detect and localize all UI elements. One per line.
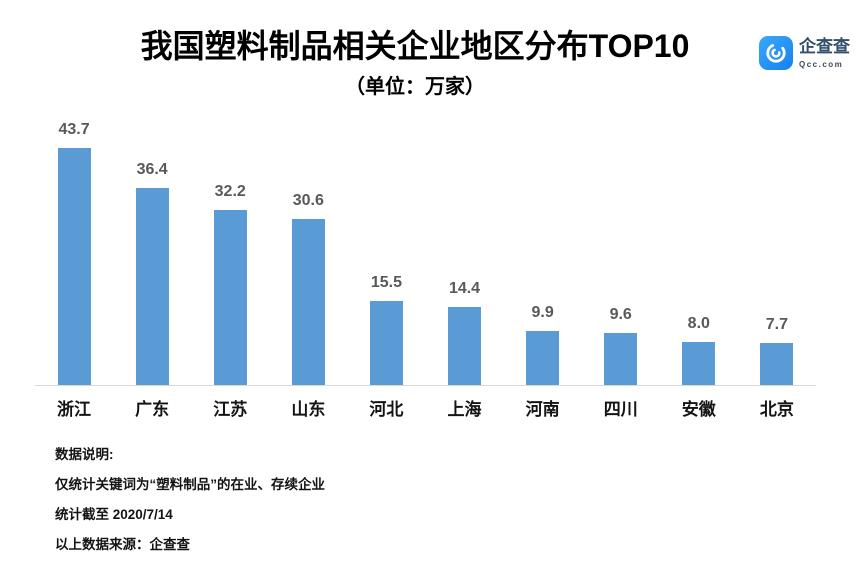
bar-slot: 32.2	[191, 184, 269, 385]
chart-header: 我国塑料制品相关企业地区分布TOP10 （单位：万家）	[0, 28, 830, 99]
category-label: 河南	[525, 400, 560, 419]
category-label: 四川	[603, 400, 638, 419]
category-label: 北京	[759, 400, 794, 419]
bar-slot: 8.0	[660, 316, 738, 385]
bar-value-label: 8.0	[687, 315, 710, 332]
category-label: 安徽	[681, 400, 716, 419]
category-label: 江苏	[213, 400, 248, 419]
bar-slot: 30.6	[269, 193, 347, 385]
bar-value-label: 30.6	[292, 192, 324, 209]
bar	[213, 210, 247, 385]
bar-value-label: 9.9	[531, 304, 554, 321]
category-label: 广东	[135, 400, 170, 419]
footnote-line: 数据说明:	[55, 447, 114, 462]
category-label: 上海	[447, 400, 482, 419]
bars-container: 43.7 36.4 32.2 30.6 15.5 14.4 9.9 9.6 8.0 7.7	[35, 120, 816, 386]
bar	[604, 333, 638, 385]
bar-slot: 36.4	[113, 162, 191, 385]
qcc-swirl-icon	[759, 36, 793, 70]
qcc-logo: 企查查 Qcc.com	[759, 36, 850, 70]
bar-slot: 43.7	[35, 122, 113, 385]
bar-chart-plot: 43.7 36.4 32.2 30.6 15.5 14.4 9.9 9.6 8.0 7.7 浙江 广…	[35, 120, 816, 420]
bar-slot: 14.4	[425, 281, 503, 385]
chart-title: 我国塑料制品相关企业地区分布TOP10	[140, 28, 690, 64]
bar-slot: 15.5	[347, 275, 425, 385]
footnote-line: 仅统计关键词为“塑料制品”的在业、存续企业	[55, 477, 325, 492]
category-label: 山东	[291, 400, 326, 419]
logo-text: 企查查 Qcc.com	[799, 36, 850, 69]
bar-slot: 9.6	[582, 307, 660, 385]
footnotes: 数据说明: 仅统计关键词为“塑料制品”的在业、存续企业 统计截至 2020/7/14…	[55, 440, 325, 560]
bar-value-label: 7.7	[765, 316, 789, 333]
logo-brand-name: 企查查	[799, 37, 850, 56]
bar-value-label: 43.7	[58, 121, 90, 138]
bar	[57, 148, 91, 385]
category-labels-row: 浙江 广东 江苏 山东 河北 上海 河南 四川 安徽 北京	[35, 395, 816, 420]
bar-slot: 7.7	[738, 317, 816, 385]
logo-domain: Qcc.com	[799, 59, 844, 69]
bar	[291, 219, 325, 385]
bar-value-label: 15.5	[370, 274, 402, 291]
category-label: 浙江	[57, 400, 92, 419]
bar	[135, 188, 169, 385]
bar-value-label: 9.6	[609, 306, 632, 323]
bar	[760, 343, 794, 385]
bar-value-label: 32.2	[214, 183, 246, 200]
bar	[448, 307, 482, 385]
footnote-line: 统计截至 2020/7/14	[55, 507, 173, 522]
footnote-line: 以上数据来源：企查查	[55, 537, 190, 552]
category-label: 河北	[369, 400, 404, 419]
bar-value-label: 14.4	[448, 280, 481, 297]
bar	[369, 301, 403, 385]
bar-value-label: 36.4	[136, 161, 168, 178]
bar	[526, 331, 560, 385]
chart-subtitle: （单位：万家）	[345, 75, 485, 98]
bar-slot: 9.9	[504, 305, 582, 385]
bar	[682, 342, 716, 385]
